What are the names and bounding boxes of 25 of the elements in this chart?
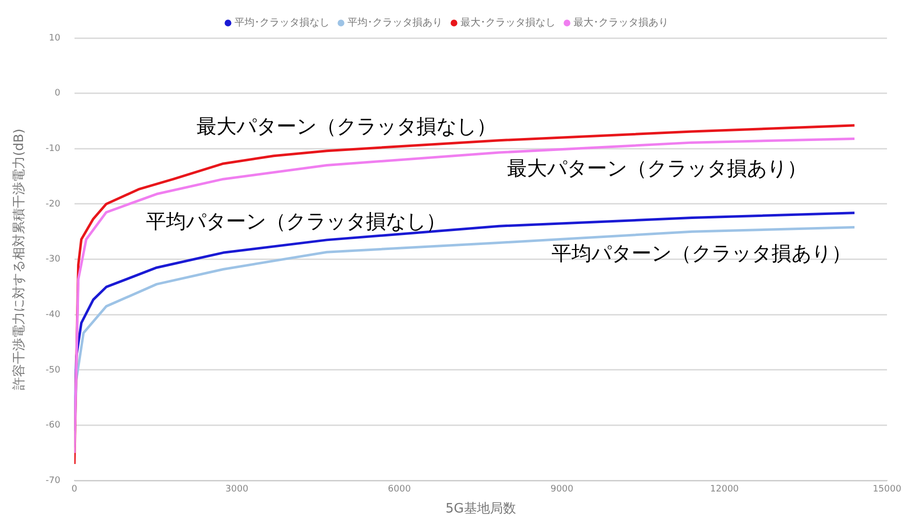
legend-label: 最大･クラッタ損あり	[574, 16, 668, 29]
x-tick-label: 6000	[388, 484, 412, 494]
x-tick-label: 12000	[710, 484, 740, 494]
y-tick-label: -10	[46, 144, 61, 154]
annotation: 最大パターン（クラッタ損あり）	[507, 156, 808, 180]
annotation: 最大パターン（クラッタ損なし）	[196, 114, 497, 138]
y-tick-label: -40	[46, 310, 61, 320]
y-tick-label: -50	[46, 365, 61, 376]
y-tick-label: -30	[46, 254, 61, 265]
y-axis-title: 許容干渉電力に対する相対累積干渉電力(dB)	[11, 128, 28, 390]
annotation: 平均パターン（クラッタ損あり）	[552, 241, 852, 266]
y-tick-label: 0	[54, 88, 61, 99]
x-axis-title: 5G基地局数	[445, 502, 516, 517]
annotation: 平均パターン（クラッタ損なし）	[146, 209, 446, 234]
legend-label: 平均･クラッタ損なし	[234, 16, 330, 29]
x-tick-label: 0	[71, 484, 78, 494]
y-tick-label: -70	[46, 476, 61, 486]
legend-label: 最大･クラッタ損なし	[460, 16, 556, 29]
x-tick-label: 3000	[225, 484, 249, 494]
y-tick-label: -20	[46, 199, 61, 210]
y-tick-label: -60	[46, 420, 61, 431]
x-tick-label: 9000	[550, 484, 574, 494]
legend-label: 平均･クラッタ損あり	[348, 16, 442, 29]
x-tick-label: 15000	[872, 484, 902, 494]
y-tick-label: 10	[48, 33, 61, 44]
